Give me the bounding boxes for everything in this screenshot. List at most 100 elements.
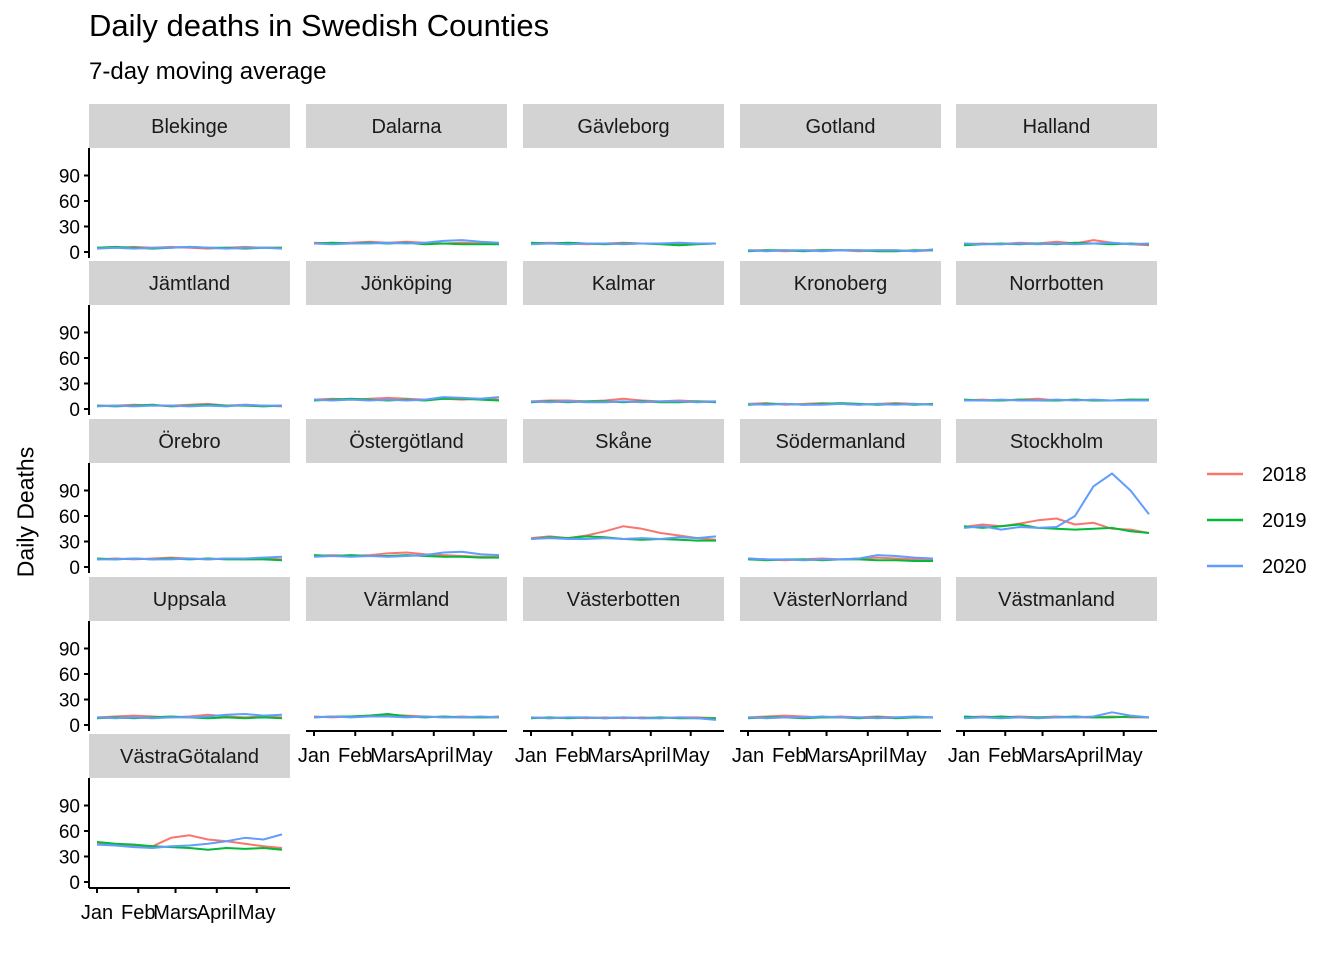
y-tick-label-90-blekinge: 90 [59, 167, 80, 188]
legend-label-2020: 2020 [1262, 556, 1307, 578]
y-tick-label-0-orebro: 0 [69, 558, 80, 579]
facet-dalarna: Dalarna [306, 104, 507, 246]
series-line-2020-dalarna [313, 239, 500, 246]
legend-label-2018: 2018 [1262, 464, 1307, 486]
facet-strip-label-gotland: Gotland [805, 116, 875, 138]
facet-strip-kalmar [523, 261, 724, 305]
facet-strip-label-vasternorrland: VästerNorrland [773, 589, 908, 611]
y-tick-label-30-orebro: 30 [59, 533, 80, 554]
x-tick-label-may-vastmanland: May [1105, 745, 1143, 767]
facet-stockholm: Stockholm [956, 419, 1157, 534]
y-tick-label-0-uppsala: 0 [69, 716, 80, 737]
facet-strip-vastragotaland [89, 734, 290, 778]
y-tick-label-60-uppsala: 60 [59, 665, 80, 686]
series-line-2020-vasterbotten [530, 716, 717, 721]
series-line-2020-jamtland [96, 403, 282, 408]
y-tick-label-90-jamtland: 90 [59, 324, 80, 345]
chart-title: Daily deaths in Swedish Counties [89, 8, 550, 43]
chart-subtitle: 7-day moving average [89, 58, 327, 85]
x-tick-label-feb-varmland: Feb [338, 745, 372, 767]
y-tick-label-30-vastragotaland: 30 [59, 848, 80, 869]
series-line-2020-kronoberg [747, 402, 934, 406]
facet-sodermanland: Södermanland [740, 419, 941, 562]
facet-strip-dalarna [306, 104, 507, 148]
series-line-2020-ostergotland [313, 550, 500, 558]
facet-strip-label-varmland: Värmland [364, 589, 450, 611]
y-tick-label-60-vastragotaland: 60 [59, 822, 80, 843]
facet-blekinge: Blekinge 0 30 60 90 [59, 104, 290, 264]
facet-strip-label-kronoberg: Kronoberg [794, 273, 887, 295]
series-line-2019-stockholm [963, 523, 1150, 534]
facet-strip-halland [956, 104, 1157, 148]
x-tick-label-may-varmland: May [455, 745, 493, 767]
facet-strip-blekinge [89, 104, 290, 148]
series-line-2020-vastragotaland [96, 833, 283, 849]
x-tick-label-feb-vasternorrland: Feb [772, 745, 806, 767]
facet-strip-label-skane: Skåne [595, 431, 652, 453]
x-tick-label-jan-varmland: Jan [298, 745, 330, 767]
x-tick-label-feb-vastmanland: Feb [988, 745, 1022, 767]
series-line-2020-gavleborg [530, 241, 716, 246]
series-line-2020-kalmar [530, 400, 717, 404]
facet-strip-label-sodermanland: Södermanland [775, 431, 905, 453]
x-tick-label-may-vasterbotten: May [672, 745, 710, 767]
y-tick-label-90-orebro: 90 [59, 482, 80, 503]
x-tick-label-jan-vasternorrland: Jan [732, 745, 764, 767]
facet-strip-norrbotten [956, 261, 1157, 305]
facet-halland: Halland [956, 104, 1157, 247]
series-line-2020-vastmanland [963, 711, 1150, 720]
facet-strip-sodermanland [740, 419, 941, 463]
facet-jamtland: Jämtland 0 30 60 90 [59, 261, 290, 421]
facet-gotland: Gotland [740, 104, 941, 253]
x-tick-label-mars-vastragotaland: Mars [153, 902, 197, 924]
facet-strip-vasterbotten [523, 577, 724, 621]
x-tick-label-mars-vastmanland: Mars [1020, 745, 1064, 767]
facet-strip-orebro [89, 419, 290, 463]
series-line-2020-varmland [313, 715, 500, 719]
facet-strip-label-blekinge: Blekinge [151, 116, 228, 138]
facet-kronoberg: Kronoberg [740, 261, 941, 406]
facet-strip-stockholm [956, 419, 1157, 463]
facet-strip-jamtland [89, 261, 290, 305]
series-line-2020-orebro [97, 555, 283, 561]
series-line-2019-vastragotaland [96, 841, 283, 851]
series-line-2020-vasternorrland [747, 715, 934, 720]
facet-strip-gotland [740, 104, 941, 148]
legend-label-2019: 2019 [1262, 510, 1307, 532]
facet-strip-gavleborg [523, 104, 724, 148]
facet-strip-vastmanland [956, 577, 1157, 621]
facet-strip-label-halland: Halland [1023, 116, 1091, 138]
facet-gavleborg: Gävleborg [523, 104, 724, 247]
facet-strip-ostergotland [306, 419, 507, 463]
series-line-2020-skane [530, 535, 717, 540]
facet-jonkoping: Jönköping [306, 261, 507, 402]
facet-strip-label-jonkoping: Jönköping [361, 273, 452, 295]
x-tick-label-may-vastragotaland: May [238, 902, 276, 924]
facet-strip-label-vasterbotten: Västerbotten [567, 589, 680, 611]
x-tick-label-may-vasternorrland: May [889, 745, 927, 767]
series-line-2020-sodermanland [747, 554, 934, 562]
legend: 2018 2019 2020 [1207, 464, 1307, 578]
x-tick-label-feb-vastragotaland: Feb [121, 902, 155, 924]
x-tick-label-april-vastmanland: April [1064, 745, 1104, 767]
series-line-2020-jonkoping [313, 396, 500, 402]
y-tick-label-0-vastragotaland: 0 [69, 873, 80, 894]
facet-strip-uppsala [89, 577, 290, 621]
facet-strip-label-kalmar: Kalmar [592, 273, 656, 295]
facet-strip-kronoberg [740, 261, 941, 305]
facet-strip-varmland [306, 577, 507, 621]
facet-strip-jonkoping [306, 261, 507, 305]
x-tick-label-jan-vastmanland: Jan [948, 745, 980, 767]
facet-strip-label-uppsala: Uppsala [153, 589, 227, 611]
series-line-2020-halland [963, 241, 1150, 246]
facet-norrbotten: Norrbotten [956, 261, 1157, 402]
series-line-2018-stockholm [963, 517, 1150, 534]
x-tick-label-april-vasternorrland: April [848, 745, 888, 767]
y-tick-label-60-orebro: 60 [59, 507, 80, 528]
facet-uppsala: Uppsala 0 30 60 90 [59, 577, 290, 737]
facet-strip-label-stockholm: Stockholm [1010, 431, 1103, 453]
